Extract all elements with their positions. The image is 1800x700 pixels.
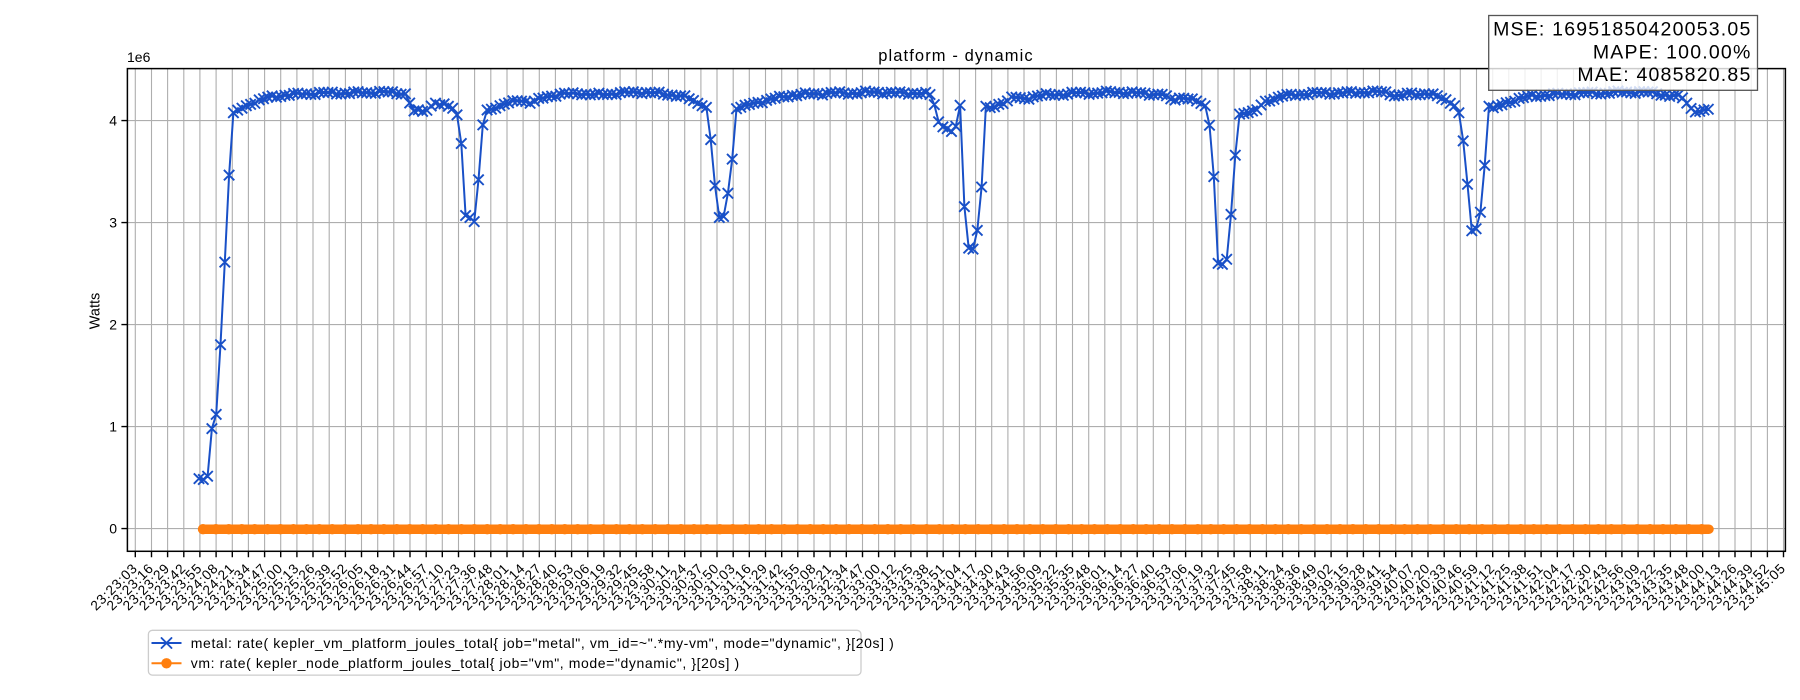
svg-text:2: 2	[109, 317, 117, 333]
svg-text:0: 0	[109, 521, 117, 537]
svg-text:MAE: 4085820.85: MAE: 4085820.85	[1577, 64, 1751, 86]
svg-text:3: 3	[109, 215, 117, 231]
svg-text:4: 4	[109, 113, 117, 129]
svg-text:MSE: 16951850420053.05: MSE: 16951850420053.05	[1493, 19, 1751, 41]
svg-text:metal: rate( kepler_vm_platfor: metal: rate( kepler_vm_platform_joules_t…	[191, 635, 895, 651]
svg-text:platform - dynamic: platform - dynamic	[878, 47, 1034, 65]
svg-text:vm: rate( kepler_node_platform: vm: rate( kepler_node_platform_joules_to…	[191, 655, 740, 671]
svg-text:Watts: Watts	[88, 293, 104, 330]
svg-text:MAPE: 100.00%: MAPE: 100.00%	[1593, 41, 1752, 63]
svg-text:1: 1	[109, 419, 117, 435]
svg-text:1e6: 1e6	[127, 49, 151, 65]
